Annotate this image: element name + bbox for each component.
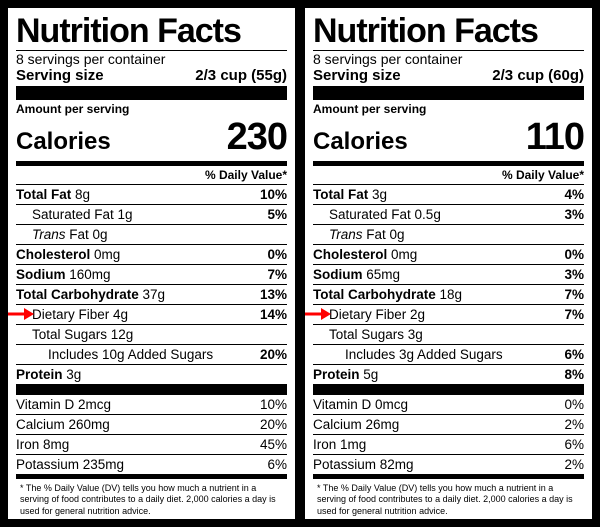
calories-value: 110 <box>526 116 584 159</box>
nutrient-name: Trans Fat 0g <box>313 227 405 242</box>
nutrient-name: Total Sugars 12g <box>16 327 133 342</box>
nutrient-name: Total Carbohydrate 37g <box>16 287 165 302</box>
nutrient-row: Dietary Fiber 2g 7% <box>313 304 584 324</box>
nutrient-row: Cholesterol 0mg 0% <box>16 244 287 264</box>
nutrient-row: Sodium 160mg 7% <box>16 264 287 284</box>
dv-header: % Daily Value* <box>313 166 584 184</box>
label-title: Nutrition Facts <box>313 14 584 48</box>
vitamin-row: Calcium 260mg 20% <box>16 414 287 434</box>
nutrient-row: Protein 5g 8% <box>313 364 584 384</box>
nutrient-row: Saturated Fat 1g 5% <box>16 204 287 224</box>
dv-percent: 0% <box>564 247 584 262</box>
dv-percent: 0% <box>564 397 584 412</box>
nutrient-row: Trans Fat 0g <box>16 224 287 244</box>
dv-percent: 4% <box>564 187 584 202</box>
nutrient-name: Cholesterol 0mg <box>313 247 417 262</box>
nutrient-name: Total Carbohydrate 18g <box>313 287 462 302</box>
servings-per-container: 8 servings per container <box>16 51 287 67</box>
vitamin-row: Vitamin D 2mcg 10% <box>16 394 287 414</box>
vitamin-name: Vitamin D 0mcg <box>313 397 408 412</box>
nutrient-row: Total Carbohydrate 18g 7% <box>313 284 584 304</box>
dv-header: % Daily Value* <box>16 166 287 184</box>
amount-per-serving: Amount per serving <box>313 100 584 116</box>
vitamin-name: Potassium 82mg <box>313 457 414 472</box>
amount-per-serving: Amount per serving <box>16 100 287 116</box>
vitamin-name: Calcium 26mg <box>313 417 399 432</box>
nutrient-name: Includes 3g Added Sugars <box>313 347 503 362</box>
nutrient-row: Cholesterol 0mg 0% <box>313 244 584 264</box>
nutrient-name: Total Fat 8g <box>16 187 90 202</box>
dv-percent: 13% <box>260 287 287 302</box>
dv-percent: 5% <box>267 207 287 222</box>
dv-percent: 10% <box>260 397 287 412</box>
dv-percent: 3% <box>564 207 584 222</box>
nutrient-row: Total Fat 8g 10% <box>16 184 287 204</box>
dv-percent: 6% <box>267 457 287 472</box>
nutrient-name: Includes 10g Added Sugars <box>16 347 213 362</box>
dv-percent: 3% <box>564 267 584 282</box>
nutrient-name: Trans Fat 0g <box>16 227 108 242</box>
nutrient-row: Total Fat 3g 4% <box>313 184 584 204</box>
dv-percent: 2% <box>564 457 584 472</box>
serving-size-value: 2/3 cup (60g) <box>492 67 584 84</box>
dv-percent: 0% <box>267 247 287 262</box>
vitamin-name: Vitamin D 2mcg <box>16 397 111 412</box>
vitamin-name: Potassium 235mg <box>16 457 124 472</box>
vitamin-row: Potassium 82mg 2% <box>313 454 584 474</box>
dv-percent: 14% <box>260 307 287 322</box>
dv-percent: 2% <box>564 417 584 432</box>
vitamin-row: Iron 1mg 6% <box>313 434 584 454</box>
dv-percent: 7% <box>564 287 584 302</box>
footnote: * The % Daily Value (DV) tells you how m… <box>313 479 584 517</box>
nutrient-name: Saturated Fat 1g <box>16 207 133 222</box>
dv-percent: 20% <box>260 347 287 362</box>
nutrient-row: Total Sugars 12g <box>16 324 287 344</box>
dv-percent: 45% <box>260 437 287 452</box>
dv-percent: 6% <box>564 437 584 452</box>
calories-label: Calories <box>313 128 408 156</box>
dv-percent: 8% <box>564 367 584 382</box>
nutrient-name: Saturated Fat 0.5g <box>313 207 441 222</box>
nutrient-name: Total Sugars 3g <box>313 327 423 342</box>
vitamin-name: Iron 1mg <box>313 437 366 452</box>
nutrient-name: Sodium 160mg <box>16 267 111 282</box>
nutrient-row: Sodium 65mg 3% <box>313 264 584 284</box>
nutrient-name: Protein 5g <box>313 367 378 382</box>
label-title: Nutrition Facts <box>16 14 287 48</box>
nutrient-name: Total Fat 3g <box>313 187 387 202</box>
nutrient-name: Cholesterol 0mg <box>16 247 120 262</box>
servings-per-container: 8 servings per container <box>313 51 584 67</box>
nutrition-label: Nutrition Facts8 servings per containerS… <box>305 8 592 519</box>
nutrient-row: Includes 3g Added Sugars 6% <box>313 344 584 364</box>
nutrient-name: Dietary Fiber 4g <box>16 307 128 322</box>
dv-percent: 10% <box>260 187 287 202</box>
serving-size-value: 2/3 cup (55g) <box>195 67 287 84</box>
dv-percent: 7% <box>564 307 584 322</box>
nutrient-row: Protein 3g <box>16 364 287 384</box>
nutrition-label: Nutrition Facts8 servings per containerS… <box>8 8 295 519</box>
serving-size-label: Serving size <box>16 67 104 84</box>
calories-value: 230 <box>227 116 287 159</box>
nutrient-row: Total Sugars 3g <box>313 324 584 344</box>
vitamin-name: Calcium 260mg <box>16 417 110 432</box>
nutrient-name: Protein 3g <box>16 367 81 382</box>
serving-size-label: Serving size <box>313 67 401 84</box>
vitamin-row: Calcium 26mg 2% <box>313 414 584 434</box>
nutrient-row: Trans Fat 0g <box>313 224 584 244</box>
dv-percent: 7% <box>267 267 287 282</box>
nutrient-row: Saturated Fat 0.5g 3% <box>313 204 584 224</box>
dv-percent: 20% <box>260 417 287 432</box>
dv-percent: 6% <box>564 347 584 362</box>
nutrient-row: Dietary Fiber 4g 14% <box>16 304 287 324</box>
calories-label: Calories <box>16 128 111 156</box>
vitamin-row: Potassium 235mg 6% <box>16 454 287 474</box>
vitamin-row: Vitamin D 0mcg 0% <box>313 394 584 414</box>
nutrient-row: Total Carbohydrate 37g 13% <box>16 284 287 304</box>
nutrient-row: Includes 10g Added Sugars 20% <box>16 344 287 364</box>
nutrient-name: Dietary Fiber 2g <box>313 307 425 322</box>
vitamin-row: Iron 8mg 45% <box>16 434 287 454</box>
nutrient-name: Sodium 65mg <box>313 267 400 282</box>
footnote: * The % Daily Value (DV) tells you how m… <box>16 479 287 517</box>
vitamin-name: Iron 8mg <box>16 437 69 452</box>
